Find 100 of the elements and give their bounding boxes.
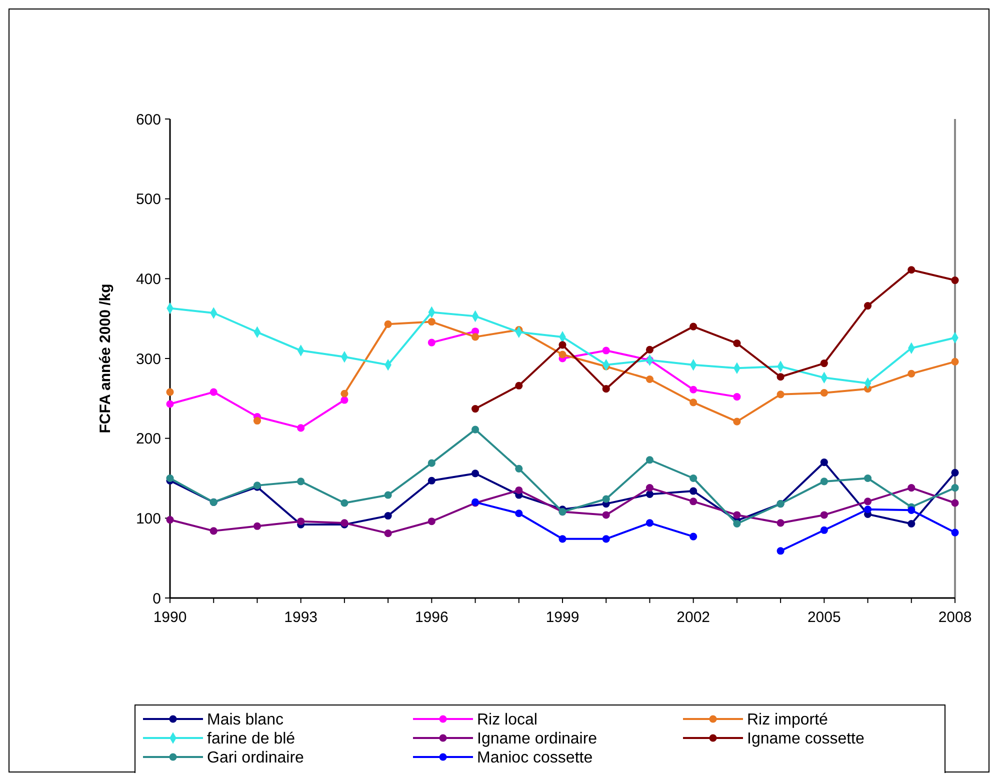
point	[646, 346, 654, 354]
point	[340, 396, 348, 404]
point	[951, 468, 959, 476]
point	[908, 506, 916, 514]
point	[690, 474, 698, 482]
x-tick-label: 1990	[153, 609, 187, 626]
point	[297, 478, 305, 486]
y-axis-title: FCFA année 2000 /kg	[97, 284, 114, 434]
point	[384, 320, 392, 328]
point	[776, 390, 784, 398]
point	[558, 341, 566, 349]
legend-label: Riz local	[477, 712, 538, 729]
point	[646, 519, 654, 527]
point	[690, 487, 698, 495]
legend-label: Igname cossette	[747, 730, 864, 748]
point	[690, 532, 698, 540]
point	[515, 464, 523, 472]
x-tick-label: 2002	[676, 609, 710, 626]
point	[428, 459, 436, 467]
point	[428, 338, 436, 346]
point	[820, 526, 828, 534]
legend-label: Mais blanc	[207, 712, 284, 729]
point	[690, 398, 698, 406]
point	[166, 516, 174, 524]
point	[733, 340, 741, 348]
point	[428, 476, 436, 484]
point	[951, 484, 959, 492]
point	[820, 478, 828, 486]
point	[646, 456, 654, 464]
point	[908, 520, 916, 528]
point	[602, 346, 610, 354]
point	[471, 405, 480, 413]
legend-label: Manioc cossette	[477, 750, 593, 767]
point	[253, 416, 262, 425]
point	[733, 418, 741, 426]
legend-label: Gari ordinaire	[207, 750, 304, 767]
y-tick-label: 300	[136, 350, 161, 368]
point	[776, 373, 784, 381]
point	[515, 486, 523, 494]
point	[166, 474, 174, 482]
x-tick-label: 1993	[284, 609, 318, 626]
point	[864, 498, 872, 506]
point	[690, 498, 698, 506]
point	[951, 358, 959, 366]
point	[558, 535, 566, 543]
x-tick-label: 2005	[807, 609, 841, 626]
point	[340, 390, 348, 398]
point	[776, 519, 784, 527]
point	[602, 535, 610, 543]
point	[690, 386, 698, 394]
point	[820, 389, 828, 397]
point	[428, 318, 436, 326]
y-tick-label: 600	[136, 111, 161, 128]
point	[471, 426, 480, 434]
y-tick-label: 100	[136, 510, 161, 528]
point	[733, 511, 741, 519]
point	[340, 499, 348, 507]
point	[864, 302, 872, 310]
point	[820, 458, 828, 466]
y-tick-label: 200	[136, 430, 161, 448]
point	[384, 491, 392, 499]
point	[210, 388, 218, 396]
point	[646, 490, 654, 498]
point	[471, 333, 480, 341]
point	[515, 382, 523, 390]
point	[166, 388, 174, 396]
point	[471, 470, 480, 478]
point	[253, 522, 262, 530]
point	[908, 484, 916, 492]
point	[646, 484, 654, 492]
point	[690, 322, 698, 330]
point	[820, 511, 828, 519]
point	[297, 518, 305, 526]
point	[428, 518, 436, 526]
point	[733, 520, 741, 528]
legend-label: Riz importé	[747, 712, 828, 729]
point	[820, 360, 828, 368]
point	[210, 527, 218, 535]
point	[951, 276, 959, 284]
point	[951, 528, 959, 536]
point	[908, 266, 916, 274]
point	[166, 400, 174, 408]
y-tick-label: 400	[136, 270, 161, 288]
x-tick-label: 2008	[938, 609, 972, 626]
point	[733, 393, 741, 401]
point	[776, 547, 784, 555]
x-tick-label: 1999	[546, 609, 580, 626]
point	[908, 370, 916, 378]
y-tick-label: 500	[136, 191, 161, 208]
point	[951, 499, 959, 507]
point	[384, 512, 392, 520]
point	[558, 350, 566, 358]
point	[384, 530, 392, 538]
y-tick-label: 0	[152, 590, 161, 608]
point	[864, 474, 872, 482]
point	[602, 495, 610, 503]
point	[646, 375, 654, 384]
point	[864, 506, 872, 514]
point	[515, 510, 523, 518]
point	[297, 424, 305, 432]
